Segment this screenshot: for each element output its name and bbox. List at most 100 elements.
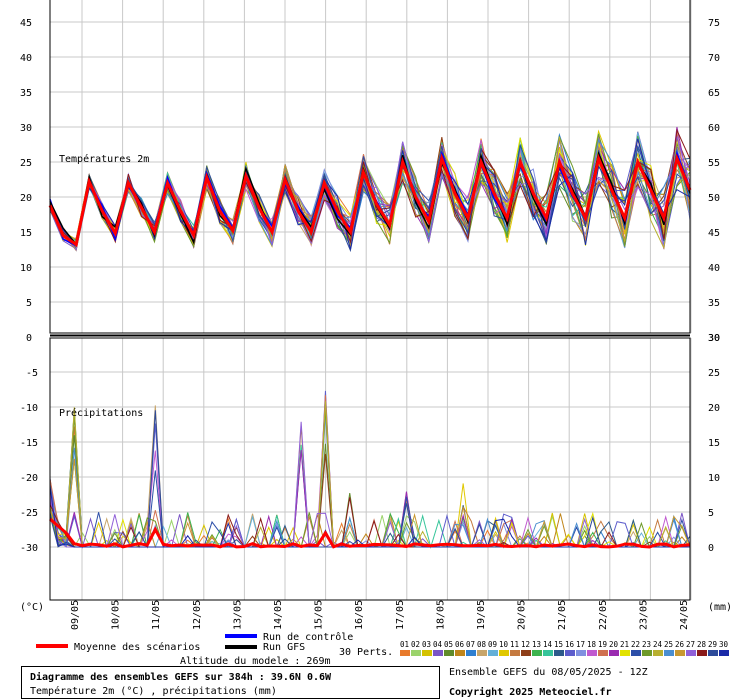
member-color-swatch xyxy=(697,650,707,656)
temp-right-tick-label: 45 xyxy=(708,228,720,239)
member-color-swatch xyxy=(565,650,575,656)
precip-right-tick-label: 10 xyxy=(708,473,720,484)
precip-right-tick-label: 30 xyxy=(708,333,720,344)
member-number: 08 xyxy=(477,640,487,649)
temp-right-tick-label: 55 xyxy=(708,158,720,169)
member-color-swatch xyxy=(521,650,531,656)
member-color-swatch xyxy=(455,650,465,656)
member-number: 28 xyxy=(697,640,707,649)
precip-left-tick-label: -30 xyxy=(20,543,38,554)
member-color-swatch xyxy=(488,650,498,656)
member-color-swatch xyxy=(422,650,432,656)
member-color-swatch xyxy=(433,650,443,656)
precip-right-tick-label: 0 xyxy=(708,543,714,554)
x-date-label: 19/05 xyxy=(476,600,487,630)
member-number: 17 xyxy=(576,640,585,649)
member-number: 22 xyxy=(631,640,640,649)
member-number: 03 xyxy=(422,640,431,649)
member-number: 25 xyxy=(664,640,673,649)
x-date-label: 17/05 xyxy=(395,600,406,630)
legend-perts-label: 30 Perts. xyxy=(339,647,393,658)
footer-copyright: Copyright 2025 Meteociel.fr xyxy=(449,686,612,698)
member-color-swatch xyxy=(466,650,476,656)
member-number: 29 xyxy=(708,640,717,649)
x-date-label: 16/05 xyxy=(354,600,365,630)
member-color-swatch xyxy=(554,650,564,656)
member-color-swatch xyxy=(708,650,718,656)
x-date-label: 11/05 xyxy=(151,600,162,630)
member-number: 09 xyxy=(488,640,497,649)
temp-left-tick-label: 10 xyxy=(20,263,32,274)
temp-right-tick-label: 70 xyxy=(708,53,720,64)
member-color-swatch xyxy=(499,650,509,656)
temp-left-tick-label: 45 xyxy=(20,18,32,29)
member-color-swatch xyxy=(664,650,674,656)
member-number: 24 xyxy=(653,640,663,649)
precip-right-tick-label: 15 xyxy=(708,438,720,449)
temp-right-tick-label: 30 xyxy=(708,333,720,344)
temp-left-tick-label: 40 xyxy=(20,53,32,64)
x-date-label: 10/05 xyxy=(111,600,122,630)
member-color-swatch xyxy=(609,650,619,656)
x-date-label: 20/05 xyxy=(517,600,528,630)
member-number: 10 xyxy=(499,640,509,649)
member-number: 20 xyxy=(609,640,619,649)
precipitation-panel-frame xyxy=(49,337,691,601)
member-color-swatch xyxy=(543,650,553,656)
member-number: 27 xyxy=(686,640,695,649)
member-color-swatch xyxy=(411,650,421,656)
footer-subtitle: Température 2m (°C) , précipitations (mm… xyxy=(30,685,277,697)
temp-left-tick-label: 0 xyxy=(26,333,32,344)
legend-mean-label: Moyenne des scénarios xyxy=(74,641,200,653)
member-color-swatch xyxy=(620,650,630,656)
member-color-swatch xyxy=(444,650,454,656)
mean-precip-line xyxy=(49,517,691,549)
member-color-swatch xyxy=(477,650,487,656)
member-color-swatch xyxy=(631,650,641,656)
member-color-swatch xyxy=(400,650,410,656)
temp-left-tick-label: 5 xyxy=(26,298,32,309)
temp-left-tick-label: 25 xyxy=(20,158,32,169)
member-color-swatch xyxy=(532,650,542,656)
member-number: 11 xyxy=(510,640,519,649)
member-color-swatch xyxy=(587,650,597,656)
x-date-label: 15/05 xyxy=(314,600,325,630)
member-number: 01 xyxy=(400,640,409,649)
temp-right-tick-label: 50 xyxy=(708,193,720,204)
temp-right-tick-label: 65 xyxy=(708,88,720,99)
member-color-swatch xyxy=(576,650,586,656)
temperature-panel-frame xyxy=(49,0,691,334)
precip-right-tick-label: 25 xyxy=(708,368,720,379)
member-number: 05 xyxy=(444,640,453,649)
member-color-swatch xyxy=(653,650,663,656)
precip-left-tick-label: -10 xyxy=(20,403,38,414)
temp-left-tick-label: 15 xyxy=(20,228,32,239)
member-number: 16 xyxy=(565,640,575,649)
precip-right-tick-label: 5 xyxy=(708,508,714,519)
legend-gfs-label: Run GFS xyxy=(263,642,305,653)
member-number: 15 xyxy=(554,640,563,649)
member-number: 26 xyxy=(675,640,685,649)
precip-left-tick-label: -15 xyxy=(20,438,38,449)
member-color-swatch xyxy=(510,650,520,656)
member-color-swatch xyxy=(686,650,696,656)
member-number: 07 xyxy=(466,640,475,649)
member-color-swatch xyxy=(675,650,685,656)
x-date-label: 23/05 xyxy=(638,600,649,630)
member-number: 13 xyxy=(532,640,541,649)
temp-right-tick-label: 40 xyxy=(708,263,720,274)
temp-right-tick-label: 60 xyxy=(708,123,720,134)
celsius-unit-label: (°C) xyxy=(20,602,44,613)
x-date-label: 22/05 xyxy=(598,600,609,630)
member-number: 04 xyxy=(433,640,443,649)
member-number: 02 xyxy=(411,640,420,649)
temp-left-tick-label: 20 xyxy=(20,193,32,204)
precip-left-tick-label: -20 xyxy=(20,473,38,484)
x-date-label: 09/05 xyxy=(70,600,81,630)
temp-left-tick-label: 35 xyxy=(20,88,32,99)
footer-run-info: Ensemble GEFS du 08/05/2025 - 12Z xyxy=(449,667,648,678)
precip-panel-title: Précipitations xyxy=(59,407,143,419)
member-number: 06 xyxy=(455,640,465,649)
member-color-swatch xyxy=(598,650,608,656)
